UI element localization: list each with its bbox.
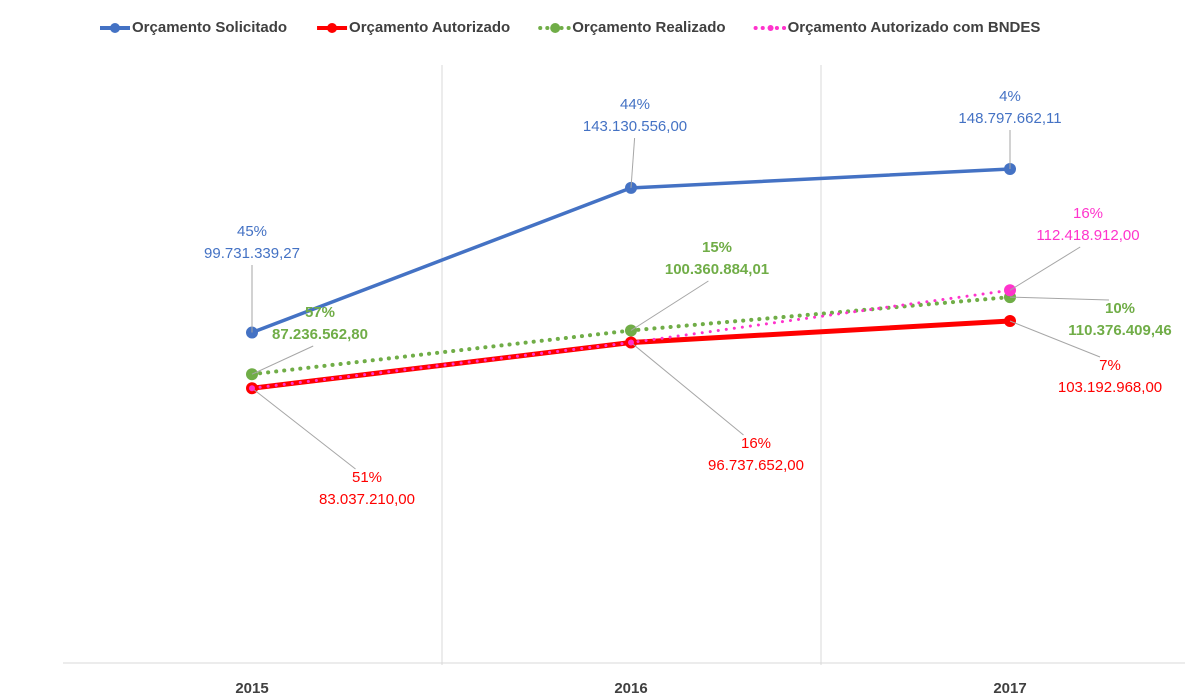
legend-label: Orçamento Realizado xyxy=(572,19,725,36)
legend-label: Orçamento Solicitado xyxy=(132,19,287,36)
value-label: 112.418.912,00 xyxy=(1036,227,1139,244)
value-label: 103.192.968,00 xyxy=(1058,379,1162,396)
point xyxy=(628,339,634,346)
legend-label: Orçamento Autorizado com BNDES xyxy=(788,19,1041,36)
percent-label: 51% xyxy=(352,469,382,486)
value-label: 143.130.556,00 xyxy=(583,118,687,135)
legend-marker xyxy=(550,23,561,33)
leader-line xyxy=(630,280,709,331)
x-tick-label: 2015 xyxy=(235,680,268,697)
value-label: 100.360.884,01 xyxy=(665,261,769,278)
legend-marker xyxy=(110,23,120,33)
percent-label: 4% xyxy=(999,88,1021,105)
percent-label: 10% xyxy=(1105,300,1135,317)
value-label: 87.236.562,80 xyxy=(272,326,368,343)
legend-item: Orçamento Realizado xyxy=(538,19,726,36)
percent-label: 16% xyxy=(741,435,771,452)
x-tick-label: 2016 xyxy=(614,680,647,697)
percent-label: 15% xyxy=(702,239,732,256)
percent-label: 7% xyxy=(1099,357,1121,374)
leader-line xyxy=(630,137,636,188)
leader-line xyxy=(630,342,744,436)
leader-line xyxy=(1009,296,1110,301)
legend-marker xyxy=(767,25,774,31)
percent-label: 44% xyxy=(620,96,650,113)
value-label: 148.797.662,11 xyxy=(958,110,1061,127)
value-label: 83.037.210,00 xyxy=(319,491,415,508)
legend-item: Orçamento Autorizado xyxy=(317,19,510,36)
percent-label: 57% xyxy=(305,304,335,321)
leader-line xyxy=(251,387,356,470)
leader-line xyxy=(1009,246,1081,291)
percent-label: 16% xyxy=(1073,205,1103,222)
leader-line xyxy=(1009,320,1101,358)
legend-item: Orçamento Autorizado com BNDES xyxy=(753,19,1041,36)
leader-line xyxy=(251,345,314,375)
value-label: 99.731.339,27 xyxy=(204,245,300,262)
legend-marker xyxy=(327,23,338,33)
legend-label: Orçamento Autorizado xyxy=(349,19,510,36)
legend-item: Orçamento Solicitado xyxy=(100,19,287,36)
value-label: 110.376.409,46 xyxy=(1068,322,1171,339)
percent-label: 45% xyxy=(237,223,267,240)
x-tick-label: 2017 xyxy=(993,680,1026,697)
value-label: 96.737.652,00 xyxy=(708,457,804,474)
point xyxy=(249,385,255,392)
